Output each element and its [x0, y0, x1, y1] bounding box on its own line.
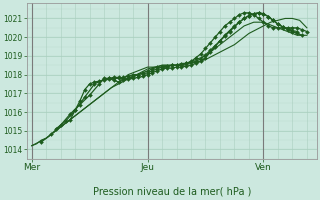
X-axis label: Pression niveau de la mer( hPa ): Pression niveau de la mer( hPa ) [92, 187, 251, 197]
